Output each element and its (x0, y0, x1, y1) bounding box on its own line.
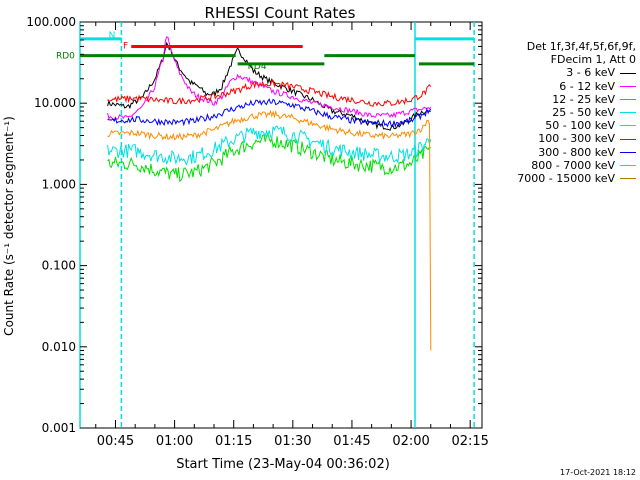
series-line (107, 36, 432, 121)
legend-swatch (620, 164, 636, 166)
x-tick-label: 01:15 (215, 434, 252, 449)
y-tick-label: 0.010 (42, 340, 76, 354)
plot-area (79, 21, 483, 429)
legend-swatch (620, 151, 636, 153)
legend-entry: 300 - 800 keV (478, 146, 636, 159)
series-line (107, 125, 432, 166)
legend-entry-label: 300 - 800 keV (538, 145, 615, 159)
x-tick-label: 01:30 (274, 434, 311, 449)
series-line (107, 98, 432, 129)
series-line (107, 109, 432, 351)
legend-entry: 12 - 25 keV (478, 93, 636, 106)
state-bar-label: F (123, 41, 128, 51)
plot-frame (79, 21, 483, 429)
x-axis-label: Start Time (23-May-04 00:36:02) (176, 457, 390, 472)
legend-swatch (620, 138, 636, 140)
legend-swatch (620, 98, 636, 100)
legend-swatch (620, 178, 636, 180)
legend-entry: 800 - 7000 keV (478, 159, 636, 172)
legend-header: Det 1f,3f,4f,5f,6f,9f, (526, 40, 636, 53)
state-bar-label: RD0 (56, 52, 75, 62)
legend-swatch (620, 72, 636, 74)
chart-title: RHESSI Count Rates (205, 4, 356, 22)
legend-entry-label: 6 - 12 keV (559, 79, 615, 93)
legend-entry-label: 3 - 6 keV (566, 66, 615, 80)
series-line (107, 79, 432, 107)
legend-entry-label: 50 - 100 keV (545, 119, 615, 133)
x-tick-label: 02:00 (392, 434, 429, 449)
y-tick-label: 1.000 (42, 177, 76, 191)
x-tick-label: 01:45 (333, 434, 370, 449)
series-line (107, 132, 432, 183)
state-bar-label: N (109, 31, 116, 41)
y-tick-label: 0.100 (42, 259, 76, 273)
y-tick-label: 10.000 (34, 96, 76, 110)
legend-entry-label: 12 - 25 keV (552, 92, 615, 106)
legend-swatch (620, 125, 636, 127)
legend-entry: 6 - 12 keV (478, 80, 636, 93)
x-tick-label: 00:45 (97, 434, 134, 449)
legend-entry-label: 25 - 50 keV (552, 106, 615, 120)
x-tick-label: 02:15 (451, 434, 488, 449)
x-tick-label: 01:00 (156, 434, 193, 449)
legend-entry: 100 - 300 keV (478, 132, 636, 145)
legend-entry-label: 800 - 7000 keV (531, 158, 615, 172)
legend-entry-label: 7000 - 15000 keV (517, 172, 615, 186)
y-tick-label: 0.001 (42, 421, 76, 435)
legend-entry: 7000 - 15000 keV (478, 172, 636, 185)
y-axis-label: Count Rate (s⁻¹ detector segment⁻¹) (2, 116, 16, 336)
legend-swatch (620, 112, 636, 114)
legend-header: FDecim 1, Att 0 (550, 53, 636, 67)
legend-entry: 3 - 6 keV (478, 66, 636, 79)
generation-timestamp: 17-Oct-2021 18:12 (560, 468, 636, 477)
legend-swatch (620, 85, 636, 87)
series-line (107, 41, 431, 131)
legend-entry: 50 - 100 keV (478, 119, 636, 132)
legend-entry-label: 100 - 300 keV (538, 132, 615, 146)
y-tick-label: 100.000 (26, 15, 76, 29)
legend-entry: 25 - 50 keV (478, 106, 636, 119)
state-bar-label: RD4 (248, 62, 267, 72)
